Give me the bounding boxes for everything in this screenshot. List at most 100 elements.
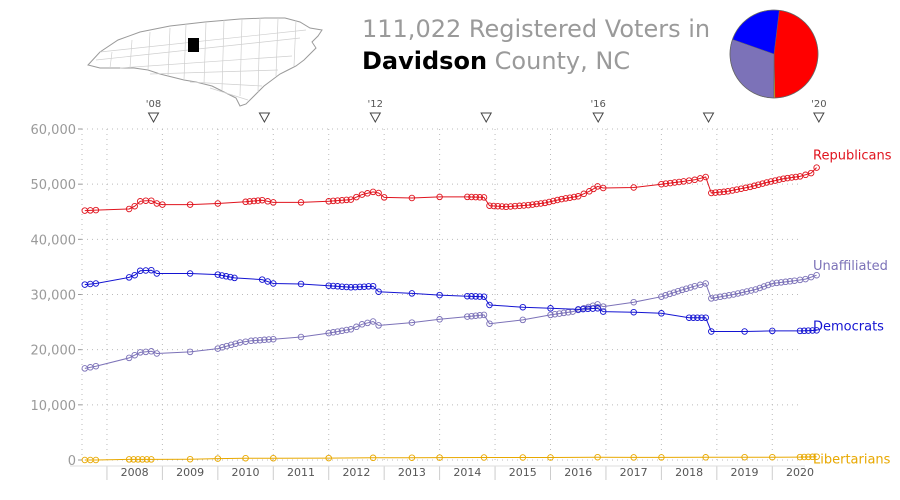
data-point xyxy=(792,173,800,181)
data-point xyxy=(369,282,377,290)
data-point xyxy=(599,184,607,192)
grid-lines xyxy=(82,128,800,461)
data-point xyxy=(214,200,222,207)
data-point xyxy=(725,292,733,299)
data-point xyxy=(751,182,758,190)
data-point xyxy=(480,194,488,201)
data-point xyxy=(490,202,497,210)
election-label: '20 xyxy=(811,99,826,110)
data-point xyxy=(219,344,226,351)
series-democrats xyxy=(81,266,820,335)
data-point xyxy=(724,188,732,195)
data-point xyxy=(125,274,133,281)
data-point xyxy=(630,308,637,316)
data-point xyxy=(788,174,795,181)
data-point xyxy=(214,345,222,352)
data-point xyxy=(480,311,488,319)
data-point xyxy=(464,292,471,300)
data-point xyxy=(708,189,715,197)
data-point xyxy=(813,327,820,334)
data-point xyxy=(802,171,809,179)
data-point xyxy=(547,311,554,319)
election-marker-icon xyxy=(813,112,825,124)
data-point xyxy=(675,178,683,186)
data-point xyxy=(227,341,235,349)
data-point xyxy=(671,179,678,186)
data-point xyxy=(502,203,510,211)
data-point xyxy=(125,205,133,213)
x-tick-label: 2017 xyxy=(620,466,648,479)
data-point xyxy=(551,310,559,318)
data-point xyxy=(729,187,736,194)
data-point xyxy=(254,197,262,204)
data-point xyxy=(130,456,137,463)
y-tick-label: 50,000 xyxy=(31,178,77,193)
data-point xyxy=(247,337,255,345)
data-point xyxy=(476,194,484,201)
data-point xyxy=(92,206,100,214)
data-point xyxy=(468,193,475,201)
y-tick-label: 0 xyxy=(68,454,76,469)
series-unaffiliated xyxy=(81,271,820,372)
data-point xyxy=(148,197,155,204)
x-tick-label: 2018 xyxy=(675,466,703,479)
data-point xyxy=(519,316,527,324)
data-point xyxy=(775,176,783,183)
data-point xyxy=(472,312,479,319)
data-point xyxy=(375,189,382,197)
data-point xyxy=(537,200,545,207)
data-point xyxy=(186,348,194,356)
pie-outline xyxy=(729,9,819,99)
data-point xyxy=(683,285,690,292)
data-point xyxy=(125,354,133,362)
nc-map xyxy=(87,17,323,107)
data-point xyxy=(579,305,587,313)
data-point xyxy=(519,303,527,311)
data-point xyxy=(720,188,728,196)
data-point xyxy=(702,173,709,181)
data-point xyxy=(721,292,728,300)
data-point xyxy=(511,202,519,210)
series-layer xyxy=(81,164,820,464)
data-point xyxy=(584,305,592,313)
data-point xyxy=(763,179,770,186)
davidson-county-highlight xyxy=(188,38,199,52)
data-point xyxy=(498,203,506,210)
data-point xyxy=(802,275,809,283)
x-tick-label: 2010 xyxy=(232,466,260,479)
data-point xyxy=(153,270,161,277)
data-point xyxy=(139,456,146,463)
data-point xyxy=(687,284,694,291)
data-point xyxy=(297,199,305,206)
data-point xyxy=(480,454,488,461)
data-point xyxy=(800,327,808,335)
data-point xyxy=(334,197,341,204)
data-point xyxy=(560,309,568,317)
data-point xyxy=(777,279,785,286)
data-point xyxy=(480,293,488,300)
county-name: Davidson xyxy=(362,47,487,75)
data-point xyxy=(380,194,388,201)
x-tick-label: 2016 xyxy=(564,466,592,479)
data-point xyxy=(525,201,532,209)
x-tick-label: 2009 xyxy=(176,466,204,479)
data-point xyxy=(186,455,194,463)
y-tick-label: 10,000 xyxy=(31,399,77,414)
data-point xyxy=(153,350,161,357)
title-line-2: Davidson County, NC xyxy=(362,47,630,75)
data-point xyxy=(408,194,416,202)
election-label: '16 xyxy=(590,99,605,110)
data-point xyxy=(562,195,569,202)
data-point xyxy=(476,293,484,300)
data-point xyxy=(329,329,337,336)
data-point xyxy=(694,314,701,321)
data-point xyxy=(369,454,377,462)
data-point xyxy=(594,305,601,312)
data-point xyxy=(807,169,815,177)
data-point xyxy=(227,273,234,281)
data-point xyxy=(529,201,536,208)
data-point xyxy=(541,199,549,207)
data-point xyxy=(702,280,709,287)
data-point xyxy=(658,454,665,461)
data-point xyxy=(769,453,776,461)
